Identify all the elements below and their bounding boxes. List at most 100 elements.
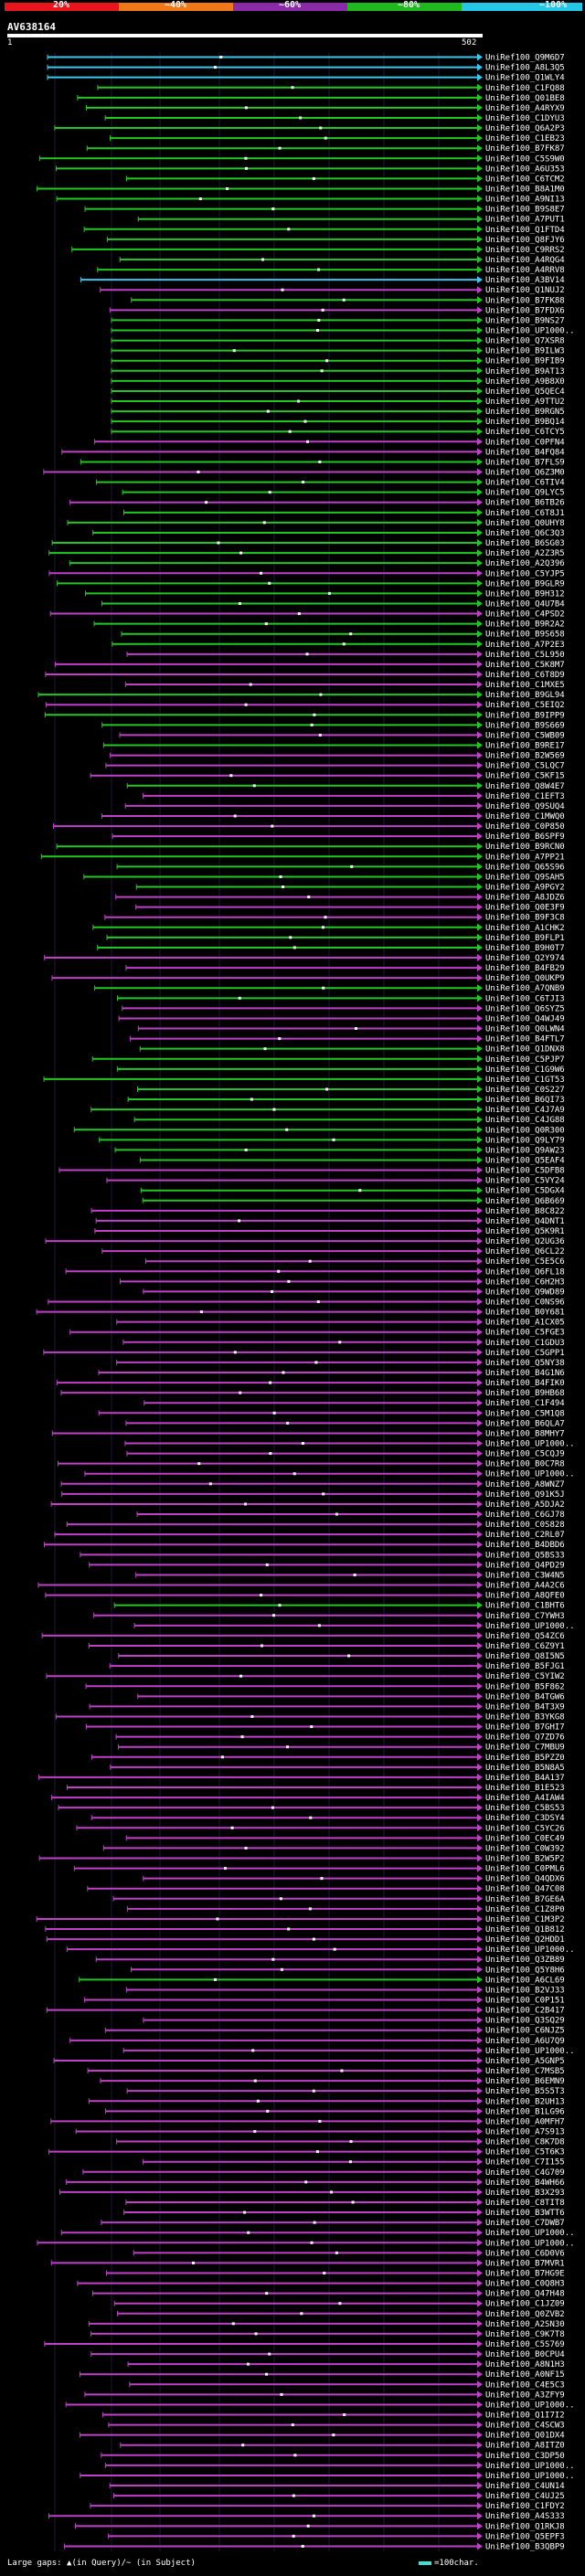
hit-label[interactable]: UniRef100_C5L950 [485, 651, 565, 660]
hit-row[interactable]: UniRef100_Q6Z3M0 [43, 468, 565, 478]
hit-row[interactable]: UniRef100_C7YWH3 [93, 1611, 565, 1621]
hit-label[interactable]: UniRef100_B6QLA7 [485, 1419, 565, 1428]
hit-label[interactable]: UniRef100_Q0UKP9 [485, 974, 565, 983]
hit-row[interactable]: UniRef100_C1JZ09 [113, 2299, 565, 2309]
hit-label[interactable]: UniRef100_B4FB29 [485, 964, 565, 973]
hit-label[interactable]: UniRef100_C5KF15 [485, 772, 565, 781]
hit-label[interactable]: UniRef100_C6TIV4 [485, 479, 565, 488]
hit-label[interactable]: UniRef100_C7MBU9 [485, 1744, 565, 1753]
hit-label[interactable]: UniRef100_C1JZ09 [485, 2300, 565, 2309]
hit-label[interactable]: UniRef100_Q8I5N5 [485, 1652, 565, 1661]
hit-row[interactable]: UniRef100_UP1000.. [80, 2471, 575, 2481]
hit-label[interactable]: UniRef100_C1EFT3 [485, 792, 565, 801]
hit-label[interactable]: UniRef100_B5F862 [485, 1682, 565, 1691]
hit-label[interactable]: UniRef100_C5VY24 [485, 1177, 565, 1186]
hit-row[interactable]: UniRef100_C1F494 [144, 1399, 565, 1408]
hit-label[interactable]: UniRef100_C1EB23 [485, 134, 565, 143]
hit-label[interactable]: UniRef100_B8A1M0 [485, 185, 565, 194]
hit-row[interactable]: UniRef100_A8ITZ0 [120, 2441, 565, 2451]
hit-row[interactable]: UniRef100_B9RE17 [102, 741, 565, 750]
hit-row[interactable]: UniRef100_Q9M6D7 [47, 53, 565, 63]
hit-label[interactable]: UniRef100_C4SCW3 [485, 2422, 565, 2431]
hit-label[interactable]: UniRef100_C1FDY2 [485, 2502, 565, 2511]
hit-label[interactable]: UniRef100_A8WNZ7 [485, 1480, 565, 1489]
hit-row[interactable]: UniRef100_C0S227 [137, 1085, 565, 1095]
hit-row[interactable]: UniRef100_C6TCM2 [126, 175, 565, 184]
hit-label[interactable]: UniRef100_C5FGE3 [485, 1329, 565, 1338]
hit-row[interactable]: UniRef100_Q4DNT1 [95, 1216, 565, 1226]
hit-label[interactable]: UniRef100_A7PP21 [485, 853, 565, 862]
hit-row[interactable]: UniRef100_B9H312 [85, 589, 565, 599]
hit-row[interactable]: UniRef100_C1FQ88 [97, 83, 565, 93]
hit-label[interactable]: UniRef100_B7FDX6 [485, 306, 565, 315]
hit-label[interactable]: UniRef100_B9HB68 [485, 1389, 565, 1398]
hit-label[interactable]: UniRef100_B7GHI7 [485, 1723, 565, 1733]
hit-row[interactable]: UniRef100_B6SG03 [51, 539, 565, 548]
hit-label[interactable]: UniRef100_C5S769 [485, 2340, 565, 2349]
hit-label[interactable]: UniRef100_A7P2E3 [485, 641, 565, 650]
hit-row[interactable]: UniRef100_B9R2A2 [93, 620, 565, 630]
hit-label[interactable]: UniRef100_A7S913 [485, 2127, 565, 2136]
hit-label[interactable]: UniRef100_C5K8M7 [485, 661, 565, 670]
hit-row[interactable]: UniRef100_C3DSY4 [90, 1814, 565, 1823]
hit-row[interactable]: UniRef100_C3DP50 [101, 2451, 565, 2461]
hit-row[interactable]: UniRef100_B7FDX6 [109, 306, 565, 315]
hit-row[interactable]: UniRef100_C1Z8P0 [126, 1904, 565, 1914]
hit-row[interactable]: UniRef100_B1E523 [66, 1783, 565, 1793]
hit-label[interactable]: UniRef100_B9ILW3 [485, 347, 565, 356]
hit-row[interactable]: UniRef100_Q1NUJ2 [100, 286, 565, 295]
hit-row[interactable]: UniRef100_C9RRS2 [71, 245, 565, 255]
hit-row[interactable]: UniRef100_C5T6K3 [48, 2147, 565, 2157]
hit-row[interactable]: UniRef100_A4RQG4 [119, 255, 565, 265]
hit-label[interactable]: UniRef100_UP1000.. [485, 2462, 575, 2471]
hit-label[interactable]: UniRef100_Q5QEC4 [485, 387, 565, 397]
hit-label[interactable]: UniRef100_C3W4N5 [485, 1571, 565, 1580]
hit-row[interactable]: UniRef100_B5FJG1 [109, 1662, 565, 1671]
hit-label[interactable]: UniRef100_C5DGX4 [485, 1187, 565, 1196]
hit-row[interactable]: UniRef100_C5YC26 [76, 1824, 565, 1833]
hit-label[interactable]: UniRef100_Q6SYZ5 [485, 1004, 565, 1013]
hit-row[interactable]: UniRef100_A2Q396 [69, 559, 565, 568]
hit-row[interactable]: UniRef100_C5S9W0 [38, 154, 565, 164]
hit-row[interactable]: UniRef100_C2RL07 [54, 1531, 565, 1540]
hit-row[interactable]: UniRef100_C7DWB7 [101, 2219, 565, 2228]
hit-label[interactable]: UniRef100_B9S8E7 [485, 206, 565, 215]
hit-label[interactable]: UniRef100_Q5NY38 [485, 1359, 565, 1368]
hit-label[interactable]: UniRef100_C0Q8H3 [485, 2280, 565, 2289]
hit-row[interactable]: UniRef100_UP1000.. [84, 1469, 575, 1479]
hit-row[interactable]: UniRef100_B8MHY7 [51, 1429, 565, 1438]
hit-label[interactable]: UniRef100_A9NI13 [485, 196, 565, 205]
hit-row[interactable]: UniRef100_B8C822 [90, 1206, 565, 1216]
hit-label[interactable]: UniRef100_Q8W4E7 [485, 782, 565, 791]
hit-row[interactable]: UniRef100_C4JG88 [133, 1116, 565, 1125]
hit-label[interactable]: UniRef100_C4E5C3 [485, 2380, 565, 2390]
hit-label[interactable]: UniRef100_B5N8A5 [485, 1764, 565, 1773]
hit-row[interactable]: UniRef100_Q0E3F9 [135, 903, 565, 913]
hit-label[interactable]: UniRef100_C6Z9Y1 [485, 1642, 565, 1651]
hit-row[interactable]: UniRef100_A7S913 [75, 2127, 565, 2136]
hit-row[interactable]: UniRef100_C6GJ78 [136, 1511, 565, 1520]
hit-row[interactable]: UniRef100_B4A137 [38, 1773, 565, 1783]
hit-row[interactable]: UniRef100_B9GLR9 [57, 579, 565, 588]
hit-row[interactable]: UniRef100_UP1000.. [66, 1945, 575, 1955]
hit-label[interactable]: UniRef100_B1LG96 [485, 2107, 565, 2116]
hit-row[interactable]: UniRef100_Q65S96 [116, 863, 565, 872]
hit-row[interactable]: UniRef100_Q1DNX8 [139, 1044, 565, 1055]
hit-label[interactable]: UniRef100_C1GDU3 [485, 1339, 565, 1348]
hit-label[interactable]: UniRef100_Q4WJ49 [485, 1014, 565, 1023]
hit-label[interactable]: UniRef100_A8L3Q5 [485, 64, 565, 73]
hit-label[interactable]: UniRef100_B3QBP9 [485, 2542, 565, 2551]
hit-row[interactable]: UniRef100_A8L3Q5 [47, 63, 565, 73]
hit-label[interactable]: UniRef100_A4S333 [485, 2512, 565, 2521]
hit-row[interactable]: UniRef100_B2W569 [110, 751, 565, 761]
hit-label[interactable]: UniRef100_B3YKG8 [485, 1712, 565, 1722]
hit-row[interactable]: UniRef100_C1GT53 [43, 1075, 565, 1085]
hit-row[interactable]: UniRef100_B4FQ84 [61, 448, 565, 457]
hit-label[interactable]: UniRef100_Q9LY79 [485, 1136, 565, 1145]
hit-label[interactable]: UniRef100_Q7XSR8 [485, 337, 565, 346]
hit-row[interactable]: UniRef100_Q6A2P3 [54, 124, 565, 133]
hit-label[interactable]: UniRef100_C5E5C6 [485, 1257, 565, 1267]
hit-row[interactable]: UniRef100_B9HB68 [60, 1389, 565, 1398]
hit-label[interactable]: UniRef100_B6TB26 [485, 499, 565, 508]
hit-row[interactable]: UniRef100_Q9AW23 [114, 1146, 565, 1155]
